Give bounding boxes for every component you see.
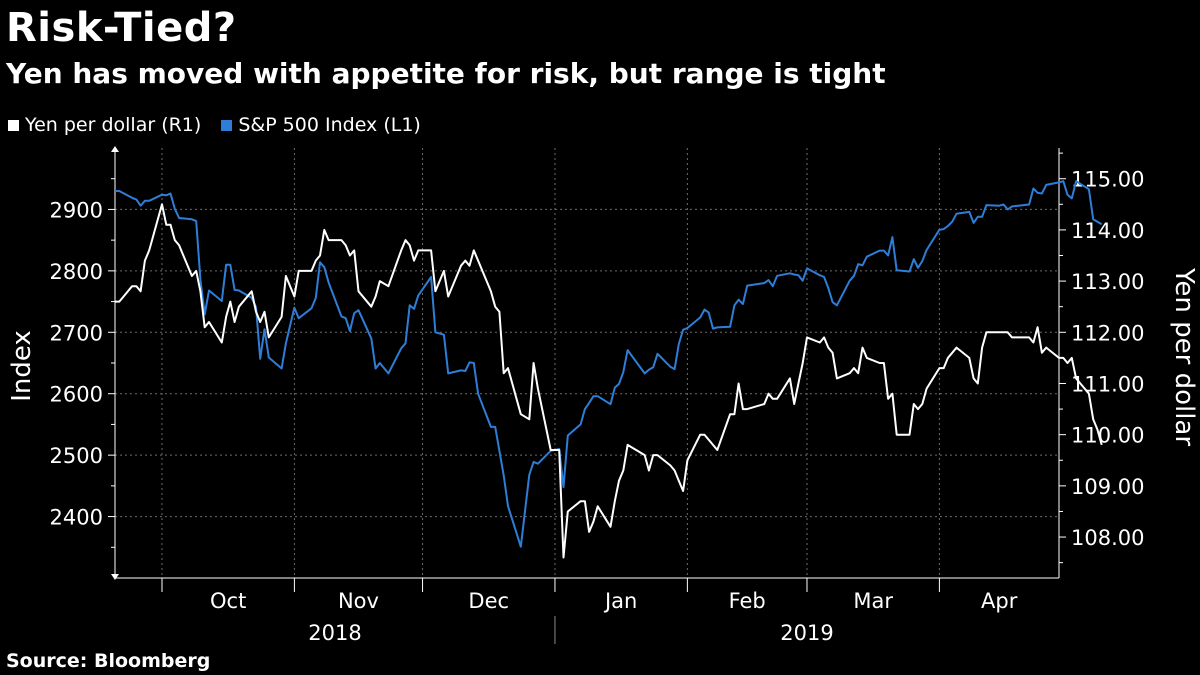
month-label: Oct (210, 589, 246, 613)
right-tick-label: 109.00 (1071, 475, 1144, 499)
right-tick-label: 112.00 (1071, 321, 1144, 345)
month-label: Nov (338, 589, 379, 613)
left-tick-label: 2900 (50, 198, 103, 222)
legend-swatch-yen (8, 119, 19, 131)
right-tick-label: 113.00 (1071, 270, 1144, 294)
right-tick-label: 114.00 (1071, 219, 1144, 243)
legend-swatch-sp500 (221, 119, 233, 131)
chart-subtitle: Yen has moved with appetite for risk, bu… (6, 57, 886, 90)
year-label: 2019 (780, 621, 833, 645)
source-note: Source: Bloomberg (6, 650, 211, 672)
legend-label-yen: Yen per dollar (R1) (25, 114, 202, 136)
sp500-line (115, 180, 1103, 548)
series-layer (115, 180, 1103, 559)
month-label: Dec (468, 589, 509, 613)
right-tick-label: 110.00 (1071, 424, 1144, 448)
legend-item-yen[interactable]: Yen per dollar (R1) (8, 114, 201, 136)
left-tick-label: 2800 (50, 260, 103, 284)
month-label: Jan (603, 589, 637, 613)
year-label: 2018 (308, 621, 361, 645)
month-label: Feb (729, 589, 766, 613)
chart-title: Risk-Tied? (6, 5, 237, 51)
axes: 2400 2500 2600 2700 2800 2900 108.00 109.00 110.… (50, 146, 1144, 645)
month-label: Apr (981, 589, 1018, 613)
left-tick-label: 2700 (50, 321, 103, 345)
legend: Yen per dollar (R1) S&P 500 Index (L1) (8, 112, 441, 138)
grid (115, 148, 1059, 578)
left-tick-label: 2500 (50, 444, 103, 468)
right-axis-title: Yen per dollar (1169, 267, 1199, 446)
left-tick-label: 2400 (50, 506, 103, 530)
month-label: Mar (853, 589, 893, 613)
left-tick-label: 2600 (50, 383, 103, 407)
legend-item-sp500[interactable]: S&P 500 Index (L1) (221, 114, 421, 136)
right-tick-label: 115.00 (1071, 168, 1144, 192)
right-tick-label: 111.00 (1071, 372, 1144, 396)
yen-line (115, 203, 1103, 559)
legend-label-sp500: S&P 500 Index (L1) (238, 114, 421, 136)
left-axis-arrow-bottom (111, 574, 119, 580)
left-axis-arrow-top (111, 146, 119, 152)
right-tick-label: 108.00 (1071, 526, 1144, 550)
left-axis-title: Index (7, 330, 37, 402)
